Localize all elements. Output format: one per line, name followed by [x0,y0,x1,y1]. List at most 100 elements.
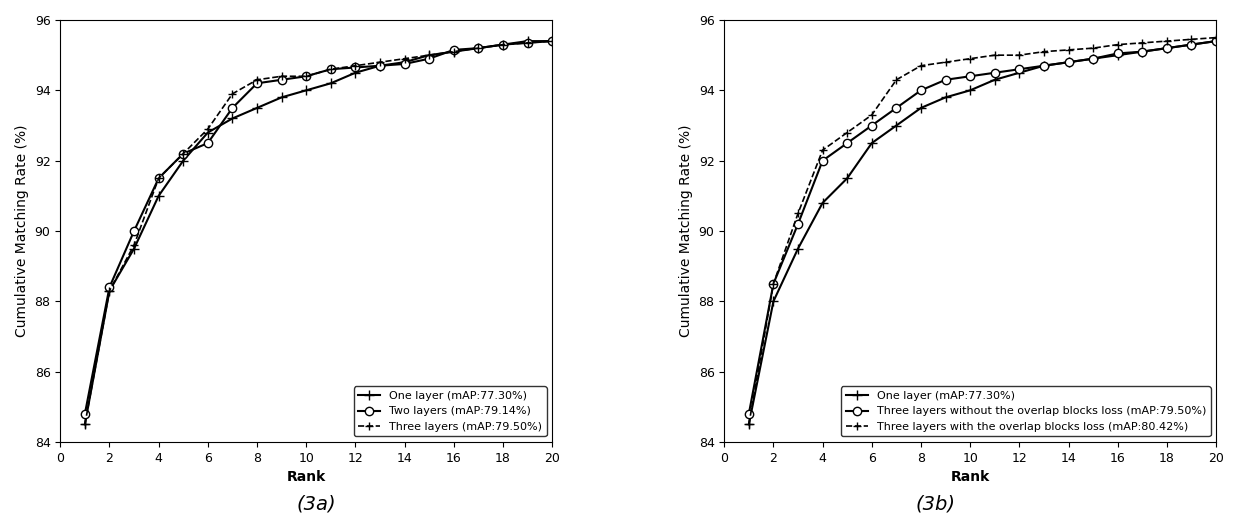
Three layers with the overlap blocks loss (mAP:80.42%) [987,52,1002,58]
One layer (mAP:77.30%) [126,245,141,252]
Three layers (mAP:79.50%) [176,150,191,157]
Three layers with the overlap blocks loss (mAP:80.42%) [1135,40,1150,46]
One layer (mAP:77.30%) [446,48,461,55]
Line: Three layers with the overlap blocks loss (mAP:80.42%): Three layers with the overlap blocks los… [745,33,1220,428]
Two layers (mAP:79.14%) [323,66,338,72]
Three layers without the overlap blocks loss (mAP:79.50%) [766,281,781,287]
Y-axis label: Cumulative Matching Rate (%): Cumulative Matching Rate (%) [679,125,693,337]
Two layers (mAP:79.14%) [102,284,116,290]
Three layers without the overlap blocks loss (mAP:79.50%) [1061,59,1075,66]
One layer (mAP:77.30%) [151,193,166,199]
One layer (mAP:77.30%) [225,115,240,122]
One layer (mAP:77.30%) [471,45,486,51]
Three layers (mAP:79.50%) [446,48,461,55]
Three layers with the overlap blocks loss (mAP:80.42%) [963,56,978,62]
One layer (mAP:77.30%) [766,298,781,304]
Line: One layer (mAP:77.30%): One layer (mAP:77.30%) [81,36,558,430]
Two layers (mAP:79.14%) [77,411,92,417]
X-axis label: Rank: Rank [950,470,990,484]
Three layers with the overlap blocks loss (mAP:80.42%) [815,147,830,153]
Three layers without the overlap blocks loss (mAP:79.50%) [938,76,953,83]
Three layers with the overlap blocks loss (mAP:80.42%) [1110,42,1125,48]
One layer (mAP:77.30%) [1208,38,1223,44]
Three layers (mAP:79.50%) [225,90,240,97]
One layer (mAP:77.30%) [1184,42,1199,48]
Two layers (mAP:79.14%) [348,64,363,71]
Three layers without the overlap blocks loss (mAP:79.50%) [1037,62,1052,69]
Three layers with the overlap blocks loss (mAP:80.42%) [938,59,953,66]
Three layers with the overlap blocks loss (mAP:80.42%) [913,62,928,69]
Three layers (mAP:79.50%) [151,175,166,181]
Three layers with the overlap blocks loss (mAP:80.42%) [741,421,756,427]
One layer (mAP:77.30%) [987,76,1002,83]
Three layers with the overlap blocks loss (mAP:80.42%) [1085,45,1100,51]
One layer (mAP:77.30%) [176,158,191,164]
Two layers (mAP:79.14%) [126,228,141,234]
Three layers without the overlap blocks loss (mAP:79.50%) [1135,48,1150,55]
Three layers with the overlap blocks loss (mAP:80.42%) [1160,38,1175,44]
Three layers without the overlap blocks loss (mAP:79.50%) [1208,38,1223,44]
Two layers (mAP:79.14%) [520,40,535,46]
One layer (mAP:77.30%) [496,42,510,48]
One layer (mAP:77.30%) [373,62,388,69]
Three layers without the overlap blocks loss (mAP:79.50%) [840,140,855,146]
Legend: One layer (mAP:77.30%), Three layers without the overlap blocks loss (mAP:79.50%: One layer (mAP:77.30%), Three layers wit… [841,386,1211,436]
One layer (mAP:77.30%) [913,105,928,111]
Text: (3b): (3b) [916,495,955,514]
Two layers (mAP:79.14%) [249,80,264,86]
Three layers (mAP:79.50%) [398,56,413,62]
One layer (mAP:77.30%) [1012,70,1027,76]
Three layers with the overlap blocks loss (mAP:80.42%) [766,281,781,287]
One layer (mAP:77.30%) [299,87,313,94]
One layer (mAP:77.30%) [102,288,116,294]
Three layers (mAP:79.50%) [348,62,363,69]
Two layers (mAP:79.14%) [201,140,216,146]
Three layers without the overlap blocks loss (mAP:79.50%) [1012,66,1027,72]
Three layers with the overlap blocks loss (mAP:80.42%) [888,76,903,83]
One layer (mAP:77.30%) [348,70,363,76]
Three layers (mAP:79.50%) [421,52,436,58]
Three layers (mAP:79.50%) [102,288,116,294]
One layer (mAP:77.30%) [963,87,978,94]
One layer (mAP:77.30%) [1085,56,1100,62]
Three layers without the overlap blocks loss (mAP:79.50%) [987,70,1002,76]
Line: Three layers without the overlap blocks loss (mAP:79.50%): Three layers without the overlap blocks … [745,37,1220,418]
One layer (mAP:77.30%) [520,38,535,44]
Three layers without the overlap blocks loss (mAP:79.50%) [865,122,880,128]
One layer (mAP:77.30%) [840,175,855,181]
Three layers with the overlap blocks loss (mAP:80.42%) [1061,47,1075,53]
Y-axis label: Cumulative Matching Rate (%): Cumulative Matching Rate (%) [15,125,28,337]
One layer (mAP:77.30%) [421,52,436,58]
Three layers (mAP:79.50%) [77,421,92,427]
Two layers (mAP:79.14%) [421,56,436,62]
Two layers (mAP:79.14%) [225,105,240,111]
Three layers (mAP:79.50%) [323,66,338,72]
Line: Two layers (mAP:79.14%): Two layers (mAP:79.14%) [81,37,556,418]
Line: Three layers (mAP:79.50%): Three layers (mAP:79.50%) [81,37,556,428]
One layer (mAP:77.30%) [249,105,264,111]
Three layers without the overlap blocks loss (mAP:79.50%) [963,73,978,80]
Line: One layer (mAP:77.30%): One layer (mAP:77.30%) [743,36,1220,430]
One layer (mAP:77.30%) [815,200,830,206]
Three layers (mAP:79.50%) [201,126,216,132]
X-axis label: Rank: Rank [286,470,326,484]
One layer (mAP:77.30%) [938,94,953,100]
One layer (mAP:77.30%) [323,80,338,86]
Three layers with the overlap blocks loss (mAP:80.42%) [840,129,855,136]
Two layers (mAP:79.14%) [274,76,289,83]
Three layers (mAP:79.50%) [545,38,560,44]
Three layers with the overlap blocks loss (mAP:80.42%) [1012,52,1027,58]
One layer (mAP:77.30%) [888,122,903,128]
One layer (mAP:77.30%) [1110,52,1125,58]
Text: (3a): (3a) [296,495,336,514]
Two layers (mAP:79.14%) [471,45,486,51]
One layer (mAP:77.30%) [1037,62,1052,69]
Two layers (mAP:79.14%) [398,61,413,67]
One layer (mAP:77.30%) [77,421,92,427]
Legend: One layer (mAP:77.30%), Two layers (mAP:79.14%), Three layers (mAP:79.50%): One layer (mAP:77.30%), Two layers (mAP:… [353,386,546,436]
Two layers (mAP:79.14%) [176,150,191,157]
Three layers with the overlap blocks loss (mAP:80.42%) [865,112,880,118]
Three layers (mAP:79.50%) [126,242,141,248]
Three layers without the overlap blocks loss (mAP:79.50%) [790,221,805,227]
Three layers without the overlap blocks loss (mAP:79.50%) [815,158,830,164]
